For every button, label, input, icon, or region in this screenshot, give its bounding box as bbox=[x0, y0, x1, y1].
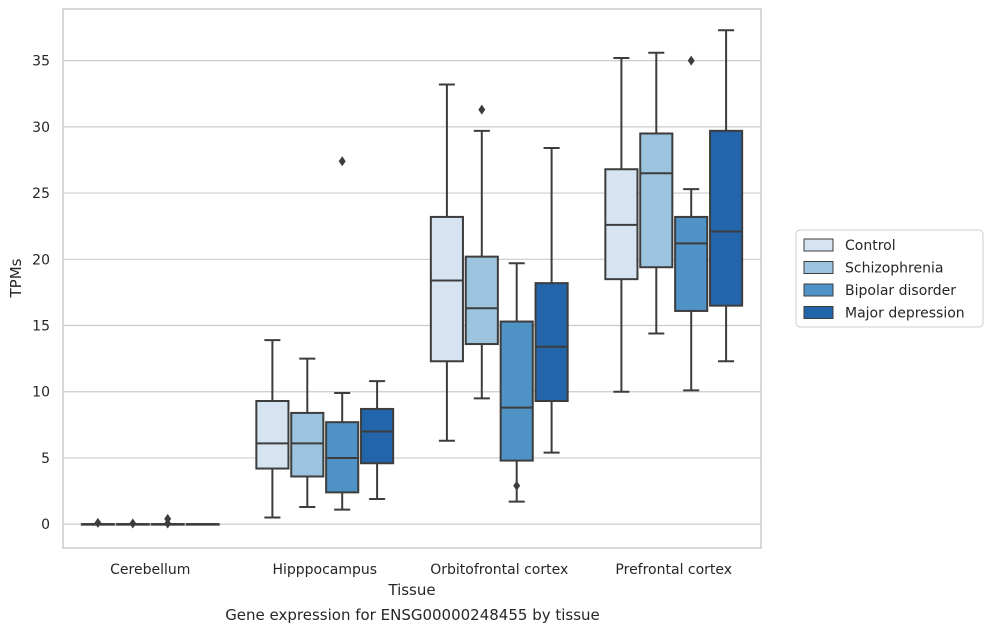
outlier-point bbox=[513, 480, 521, 491]
x-tick-label: Orbitofrontal cortex bbox=[430, 562, 568, 578]
legend-swatch bbox=[803, 238, 834, 252]
box bbox=[709, 129, 744, 307]
outlier-point bbox=[94, 517, 102, 528]
x-tick-label: Prefrontal cortex bbox=[615, 562, 732, 578]
y-tick-label: 35 bbox=[32, 54, 50, 70]
y-tick-labels: 0 5 10 15 20 25 30 35 bbox=[32, 54, 50, 534]
box bbox=[429, 215, 464, 363]
box-plot-marks bbox=[80, 29, 744, 529]
legend-label: Bipolar disorder bbox=[845, 283, 956, 299]
box bbox=[674, 215, 709, 312]
y-tick-label: 25 bbox=[32, 186, 50, 202]
box bbox=[464, 255, 499, 346]
x-tick-labels: Cerebellum Hipppocampus Orbitofrontal cort… bbox=[110, 562, 732, 578]
x-tick-label: Hipppocampus bbox=[272, 562, 377, 578]
outlier-point bbox=[129, 518, 137, 529]
x-axis-label: Tissue bbox=[387, 581, 435, 599]
box bbox=[534, 282, 569, 402]
y-tick-label: 15 bbox=[32, 319, 50, 335]
legend-frame bbox=[795, 229, 984, 328]
legend: Control Schizophrenia Bipolar disorder Majo… bbox=[795, 229, 984, 328]
legend-label: Schizophrenia bbox=[845, 261, 943, 277]
legend-swatch bbox=[803, 306, 834, 319]
x-tick-label: Cerebellum bbox=[110, 562, 190, 578]
legend-swatch bbox=[803, 261, 834, 274]
outlier-point bbox=[478, 104, 486, 115]
box bbox=[360, 407, 395, 465]
outlier-point bbox=[687, 55, 695, 66]
legend-label: Control bbox=[845, 238, 896, 254]
y-tick-label: 30 bbox=[32, 120, 50, 136]
box bbox=[639, 132, 674, 269]
outlier-point bbox=[338, 156, 346, 167]
outlier-point bbox=[164, 513, 172, 524]
y-axis-label: TPMs bbox=[7, 258, 25, 298]
y-tick-label: 20 bbox=[32, 252, 50, 268]
figure-caption: Gene expression for ENSG00000248455 by t… bbox=[225, 606, 600, 624]
legend-swatch bbox=[803, 283, 834, 297]
y-tick-label: 5 bbox=[41, 451, 50, 467]
plot-area-frame bbox=[62, 8, 762, 549]
box bbox=[499, 320, 534, 462]
y-tick-label: 0 bbox=[41, 517, 50, 533]
box bbox=[255, 400, 290, 470]
legend-label: Major depression bbox=[845, 306, 965, 322]
box bbox=[290, 411, 325, 478]
y-tick-label: 10 bbox=[32, 385, 50, 401]
